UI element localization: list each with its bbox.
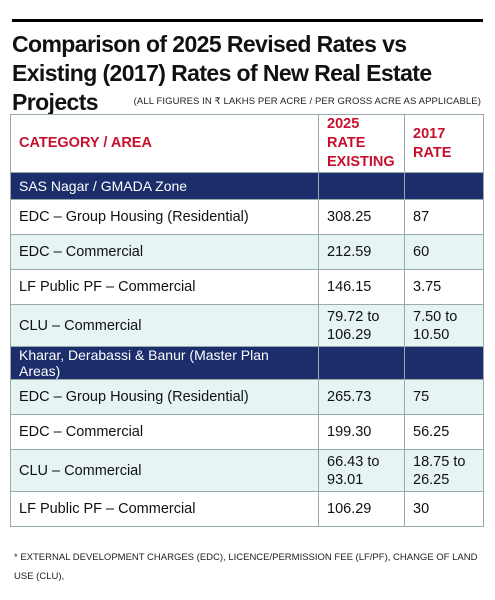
rate-2025-cell: 199.30 [318, 414, 405, 450]
rate-2025-cell: 66.43 to 93.01 [318, 449, 405, 492]
section-label: SAS Nagar / GMADA Zone [10, 172, 319, 200]
rate-2017-cell: 87 [404, 199, 484, 235]
rate-2025-cell: 79.72 to 106.29 [318, 304, 405, 347]
rate-2017-cell: 18.75 to 26.25 [404, 449, 484, 492]
rate-2017-cell: 3.75 [404, 269, 484, 305]
rate-2017-cell: 75 [404, 379, 484, 415]
rate-2025-cell: 146.15 [318, 269, 405, 305]
table-row: EDC – Group Housing (Residential) 265.73… [10, 379, 484, 415]
top-rule [12, 19, 483, 22]
table-row: EDC – Commercial 199.30 56.25 [10, 414, 484, 450]
rate-2025-cell: 212.59 [318, 234, 405, 270]
rate-2017-cell: 30 [404, 491, 484, 527]
category-cell: LF Public PF – Commercial [10, 491, 319, 527]
table-row: EDC – Group Housing (Residential) 308.25… [10, 199, 484, 235]
rate-2017-cell: 60 [404, 234, 484, 270]
category-cell: CLU – Commercial [10, 449, 319, 492]
table-header-row: CATEGORY / AREA 2025 RATE EXISTING 2017 … [10, 114, 484, 173]
table-row: CLU – Commercial 66.43 to 93.01 18.75 to… [10, 449, 484, 492]
section-row: Kharar, Derabassi & Banur (Master Plan A… [10, 346, 484, 380]
category-cell: LF Public PF – Commercial [10, 269, 319, 305]
header-category: CATEGORY / AREA [10, 114, 319, 173]
table-row: LF Public PF – Commercial 146.15 3.75 [10, 269, 484, 305]
header-2025-rate: 2025 RATE EXISTING [318, 114, 405, 173]
category-cell: EDC – Commercial [10, 234, 319, 270]
rates-table: CATEGORY / AREA 2025 RATE EXISTING 2017 … [10, 114, 484, 527]
header-2017-rate: 2017 RATE [404, 114, 484, 173]
footnote: * EXTERNAL DEVELOPMENT CHARGES (EDC), LI… [14, 552, 478, 582]
rate-2017-cell: 56.25 [404, 414, 484, 450]
section-label: Kharar, Derabassi & Banur (Master Plan A… [10, 346, 319, 380]
table-row: EDC – Commercial 212.59 60 [10, 234, 484, 270]
rate-2017-cell: 7.50 to 10.50 [404, 304, 484, 347]
table-row: LF Public PF – Commercial 106.29 30 [10, 491, 484, 527]
table-row: CLU – Commercial 79.72 to 106.29 7.50 to… [10, 304, 484, 347]
rate-2025-cell: 308.25 [318, 199, 405, 235]
section-row: SAS Nagar / GMADA Zone [10, 172, 484, 200]
rate-2025-cell: 106.29 [318, 491, 405, 527]
page-title: Comparison of 2025 Revised Rates vs Exis… [12, 31, 432, 115]
units-note: (ALL FIGURES IN ₹ LAKHS PER ACRE / PER G… [133, 96, 481, 107]
rate-2025-cell: 265.73 [318, 379, 405, 415]
category-cell: EDC – Commercial [10, 414, 319, 450]
category-cell: CLU – Commercial [10, 304, 319, 347]
category-cell: EDC – Group Housing (Residential) [10, 379, 319, 415]
category-cell: EDC – Group Housing (Residential) [10, 199, 319, 235]
